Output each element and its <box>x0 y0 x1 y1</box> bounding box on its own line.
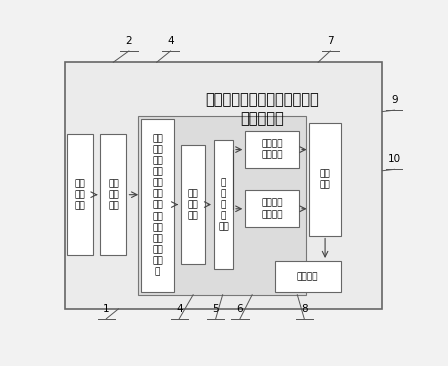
Bar <box>310 123 340 236</box>
Text: 9: 9 <box>391 95 398 105</box>
Text: 信号
发生
单元: 信号 发生 单元 <box>75 179 86 210</box>
Text: 5: 5 <box>212 304 219 314</box>
Text: 本安型应力和残余奥氏体含量
的测量系统: 本安型应力和残余奥氏体含量 的测量系统 <box>205 92 319 127</box>
Bar <box>214 140 233 269</box>
Bar <box>138 116 306 295</box>
Bar <box>181 145 205 264</box>
Text: 安全
控制
单元: 安全 控制 单元 <box>108 179 119 210</box>
Text: 4: 4 <box>167 36 174 46</box>
Bar <box>65 62 383 309</box>
Text: 10: 10 <box>388 154 401 164</box>
Bar <box>141 119 174 292</box>
Text: 1: 1 <box>103 304 110 314</box>
Text: 显示单元: 显示单元 <box>297 272 319 281</box>
Text: 同频信号
放大单元: 同频信号 放大单元 <box>261 139 283 160</box>
Bar <box>245 190 299 227</box>
Text: 检
测
线
圈
单元: 检 测 线 圈 单元 <box>218 178 229 231</box>
Text: 6: 6 <box>237 304 243 314</box>
Bar <box>67 134 93 255</box>
Text: 四脚
磁性
探头
的应
力和
残余
奥氏
体含
量一
体检
测的
传感
器: 四脚 磁性 探头 的应 力和 残余 奥氏 体含 量一 体检 测的 传感 器 <box>152 134 163 276</box>
Bar <box>245 131 299 168</box>
Text: 2: 2 <box>125 36 132 46</box>
Text: 同频放大
整流单元: 同频放大 整流单元 <box>261 199 283 219</box>
Text: 交流
磁化
单元: 交流 磁化 单元 <box>188 189 198 220</box>
Text: 处理
单元: 处理 单元 <box>320 169 331 189</box>
Text: 7: 7 <box>327 36 334 46</box>
Bar <box>275 261 341 292</box>
Bar <box>100 134 126 255</box>
Text: 4: 4 <box>176 304 183 314</box>
Text: 8: 8 <box>301 304 308 314</box>
